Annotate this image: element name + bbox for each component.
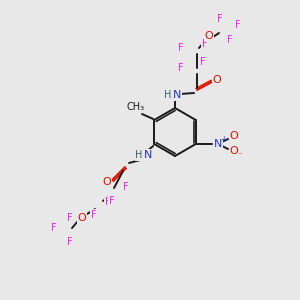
Text: F: F xyxy=(178,43,184,53)
Text: +: + xyxy=(220,134,226,143)
Text: F: F xyxy=(227,35,233,45)
Text: F: F xyxy=(217,14,223,24)
Text: F: F xyxy=(235,20,241,30)
Text: F: F xyxy=(67,213,73,223)
Text: H: H xyxy=(164,90,172,100)
Text: F: F xyxy=(67,237,73,247)
Text: F: F xyxy=(123,182,129,192)
Text: F: F xyxy=(91,210,97,220)
Text: CH₃: CH₃ xyxy=(127,102,145,112)
Text: F: F xyxy=(200,57,206,67)
Text: O: O xyxy=(103,177,111,187)
Text: O: O xyxy=(78,213,86,223)
Text: F: F xyxy=(202,39,208,49)
Text: F: F xyxy=(109,196,115,206)
Text: ⁻: ⁻ xyxy=(238,152,242,160)
Text: N: N xyxy=(173,90,181,100)
Text: O: O xyxy=(230,131,238,141)
Text: O: O xyxy=(213,75,221,85)
Text: N: N xyxy=(214,139,222,149)
Text: F: F xyxy=(178,63,184,73)
Text: O: O xyxy=(205,31,213,41)
Text: N: N xyxy=(144,150,152,160)
Text: O: O xyxy=(230,146,238,156)
Text: F: F xyxy=(51,223,57,233)
Text: H: H xyxy=(135,150,143,160)
Text: F: F xyxy=(105,197,111,207)
